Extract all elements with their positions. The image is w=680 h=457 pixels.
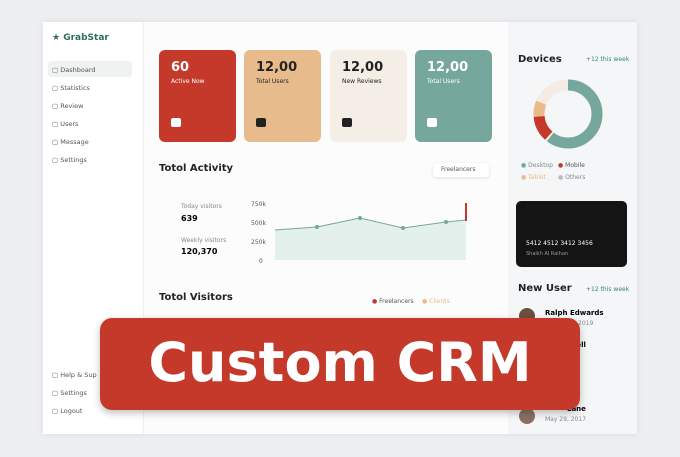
card-value: 60 bbox=[171, 60, 190, 75]
nav-item[interactable]: ▢ Logout bbox=[52, 407, 82, 415]
card-holder: Shaikh Al Raihan bbox=[526, 251, 569, 257]
stat-card[interactable]: 12,00 Total Users bbox=[415, 50, 492, 142]
nav-icon: ▢ bbox=[52, 389, 61, 397]
user-date: May 29, 2017 bbox=[545, 416, 587, 423]
nav-item[interactable]: ▢ Users bbox=[52, 120, 78, 128]
y-tick-label: 750k bbox=[251, 201, 266, 208]
badge: +12 this week bbox=[586, 56, 630, 63]
icon bbox=[171, 118, 181, 127]
stat-value: 120,370 bbox=[181, 247, 218, 256]
nav-item[interactable]: ▢ Statistics bbox=[52, 84, 90, 92]
nav-label: Dashboard bbox=[60, 66, 96, 74]
nav-label: Logout bbox=[60, 407, 83, 415]
card-value: 12,00 bbox=[427, 60, 469, 75]
user-name: Lane bbox=[567, 405, 586, 413]
nav-item[interactable]: ▢ Message bbox=[52, 138, 89, 146]
legend-item: Desktop bbox=[528, 162, 553, 169]
legend-item: Clients bbox=[429, 298, 450, 305]
y-tick-label: 0 bbox=[259, 258, 263, 265]
nav-item[interactable]: ▢ Dashboard bbox=[52, 66, 95, 74]
nav-label: Settings bbox=[60, 389, 87, 397]
nav-icon: ▢ bbox=[52, 138, 61, 146]
user-date: 2019 bbox=[578, 320, 594, 327]
nav-item[interactable]: ▢ Settings bbox=[52, 389, 87, 397]
icon bbox=[427, 118, 437, 127]
nav-icon: ▢ bbox=[52, 371, 61, 379]
legend-item: Mobile bbox=[565, 162, 585, 169]
area bbox=[275, 218, 466, 260]
nav-label: Review bbox=[60, 102, 84, 110]
nav-label: Users bbox=[60, 120, 79, 128]
logo-text: GrabStar bbox=[63, 33, 109, 43]
y-tick-label: 500k bbox=[251, 220, 266, 227]
stat-label: Weekly visitors bbox=[181, 237, 227, 244]
section-title: Totol Visitors bbox=[159, 292, 233, 303]
stat-card[interactable]: 12,00 New Reviews bbox=[330, 50, 407, 142]
stat-card[interactable]: 60 Active Now bbox=[159, 50, 236, 142]
donut bbox=[533, 79, 603, 149]
nav-icon: ▢ bbox=[52, 156, 61, 164]
logo: ★ GrabStar bbox=[52, 33, 109, 43]
card-value: 12,00 bbox=[256, 60, 298, 75]
section-title: Totol Activity bbox=[159, 163, 234, 174]
card-label: Total Users bbox=[256, 78, 289, 85]
stat-label: Today visitors bbox=[181, 203, 222, 210]
section-title: Devices bbox=[518, 54, 562, 65]
legend-item: Freelancers bbox=[379, 298, 414, 305]
nav-icon: ▢ bbox=[52, 120, 61, 128]
y-tick-label: 250k bbox=[251, 239, 266, 246]
nav-item[interactable]: ▢ Help & Sup bbox=[52, 371, 97, 379]
nav-label: Statistics bbox=[60, 84, 90, 92]
icon bbox=[256, 118, 266, 127]
activity-chart bbox=[274, 203, 467, 260]
badge: +12 this week bbox=[586, 286, 630, 293]
legend-item: Others bbox=[565, 174, 586, 181]
line bbox=[274, 217, 467, 231]
section-title: New User bbox=[518, 283, 572, 294]
nav-item[interactable]: ▢ Settings bbox=[52, 156, 87, 164]
nav-icon: ▢ bbox=[52, 66, 61, 74]
card-value: 12,00 bbox=[342, 60, 384, 75]
nav-icon: ▢ bbox=[52, 407, 61, 415]
user-name: Ralph Edwards bbox=[545, 309, 604, 317]
nav-label: Help & Sup bbox=[60, 371, 97, 379]
stat-card[interactable]: 12,00 Total Users bbox=[244, 50, 321, 142]
nav-active bbox=[48, 61, 132, 77]
nav-icon: ▢ bbox=[52, 84, 61, 92]
card-label: Total Users bbox=[427, 78, 460, 85]
nav-label: Message bbox=[60, 138, 89, 146]
legend-item: Tablet bbox=[528, 174, 547, 181]
stat-value: 639 bbox=[181, 214, 198, 223]
card-number: 5412 4512 3412 3456 bbox=[526, 240, 593, 247]
card-label: Active Now bbox=[171, 78, 205, 85]
credit-card[interactable] bbox=[516, 201, 627, 267]
icon bbox=[342, 118, 352, 127]
nav-icon: ▢ bbox=[52, 102, 61, 110]
banner: Custom CRM bbox=[100, 318, 580, 410]
nav-item[interactable]: ▢ Review bbox=[52, 102, 83, 110]
dropdown[interactable]: Freelancers bbox=[433, 163, 489, 177]
nav-label: Settings bbox=[60, 156, 87, 164]
card-label: New Reviews bbox=[342, 78, 382, 85]
